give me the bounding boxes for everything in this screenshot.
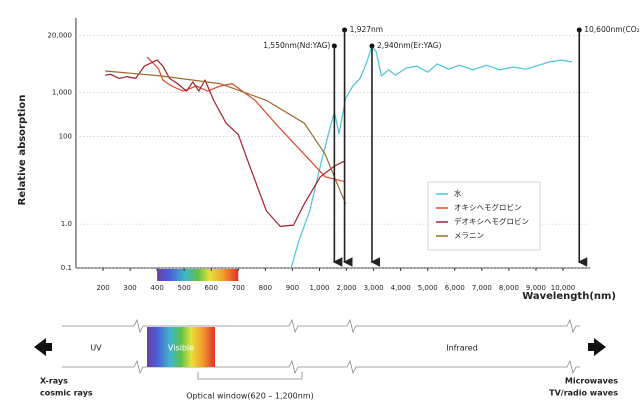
optical-window-bracket <box>197 372 303 380</box>
y-tick-label: 20,000 <box>47 31 72 39</box>
y-tick-label: 0.1 <box>61 264 72 272</box>
x-tick-label: 8,000 <box>499 284 519 292</box>
x-tick-label: 300 <box>123 284 136 292</box>
x-tick-label: 2,000 <box>337 284 357 292</box>
x-tick-label: 9,000 <box>526 284 546 292</box>
band-line <box>62 318 580 334</box>
microwave-label: Microwaves <box>565 377 618 386</box>
series-line <box>146 56 344 182</box>
uv-label: UV <box>90 344 102 353</box>
series-line <box>105 59 345 227</box>
spectrum-diagram: UV Visible Infrared X-rays cosmic rays M… <box>34 318 618 401</box>
radio-label: TV/radio waves <box>549 389 618 398</box>
y-tick-label: 1.0 <box>61 220 72 228</box>
legend-label: 水 <box>454 188 462 198</box>
optical-window-label: Optical window(620 – 1,200nm) <box>186 392 314 401</box>
x-tick-label: 800 <box>259 284 272 292</box>
x-tick-label: 7,000 <box>472 284 492 292</box>
x-tick-label: 900 <box>286 284 299 292</box>
visible-strip <box>157 269 239 281</box>
left-arrow <box>34 338 52 356</box>
y-axis-label: Relative absorption <box>17 95 28 206</box>
y-tick-label: 1,000 <box>52 89 72 97</box>
xray-label: X-rays <box>40 377 68 386</box>
legend-label: デオキシヘモグロビン <box>454 216 529 226</box>
x-tick-label: 5,000 <box>418 284 438 292</box>
x-tick-label: 1,000 <box>309 284 329 292</box>
x-tick-label: 6,000 <box>445 284 465 292</box>
x-tick-label: 200 <box>96 284 109 292</box>
annotation-label: 1,550nm(Nd:YAG) <box>263 41 330 50</box>
right-arrow <box>588 338 606 356</box>
y-tick-label: 100 <box>59 132 72 140</box>
visible-band <box>147 327 215 367</box>
x-tick-label: 600 <box>205 284 218 292</box>
visible-label: Visible <box>168 344 194 353</box>
cosmic-label: cosmic rays <box>40 389 93 398</box>
x-axis-label: Wavelength(nm) <box>522 291 616 302</box>
x-tick-label: 3,000 <box>364 284 384 292</box>
annotation-label: 2,940nm(Er:YAG) <box>377 41 441 50</box>
x-tick-label: 4,000 <box>391 284 411 292</box>
x-tick-label: 700 <box>232 284 245 292</box>
annotation-label: 1,927nm <box>350 25 384 34</box>
x-tick-label: 400 <box>150 284 163 292</box>
infrared-label: Infrared <box>446 344 478 353</box>
x-tick-label: 10,000 <box>551 284 576 292</box>
x-tick-label: 500 <box>177 284 190 292</box>
legend-label: オキシヘモグロビン <box>454 202 522 212</box>
series-line <box>105 70 347 205</box>
legend-box <box>427 181 541 251</box>
band-line <box>62 359 580 375</box>
legend-label: メラニン <box>454 231 484 240</box>
annotation-label: 10,600nm(CO₂) <box>584 25 640 34</box>
